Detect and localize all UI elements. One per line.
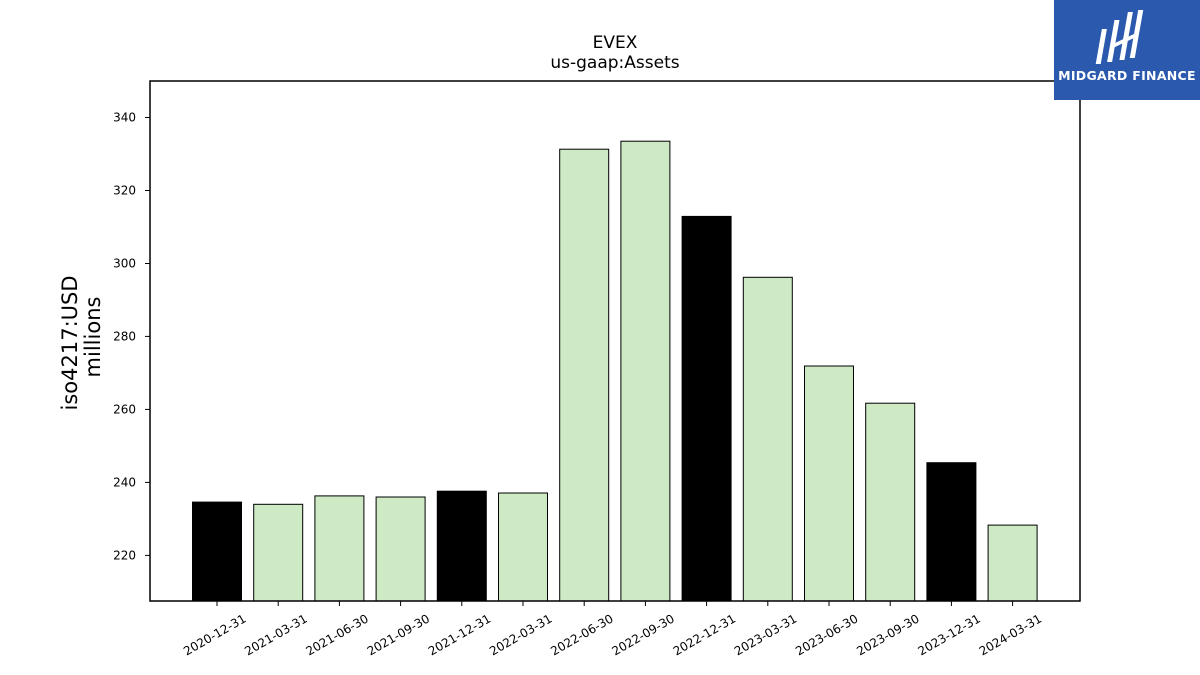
x-tick-label: 2023-09-30: [854, 611, 921, 658]
bar-2024-03-31: [987, 524, 1038, 602]
x-tick-label: 2023-03-31: [732, 611, 799, 658]
y-tick-label: 260: [113, 402, 136, 416]
y-tick-label: 320: [113, 184, 136, 198]
midgard-finance-logo: MIDGARD FINANCE: [1054, 0, 1200, 100]
y-axis-ticks: 220 240 260 280 300 320 340: [113, 111, 150, 562]
y-axis-label: iso4217:USD: [58, 275, 82, 410]
x-tick-label: 2023-12-31: [915, 611, 982, 658]
bar-2023-06-30: [804, 365, 854, 602]
bar-2023-09-30: [865, 402, 916, 602]
chart-title: EVEX: [593, 33, 638, 53]
midgard-logo-icon: [1095, 10, 1144, 64]
bar-2022-12-31: [681, 215, 732, 602]
bar-2020-12-31: [192, 501, 242, 602]
y-tick-label: 220: [113, 548, 136, 562]
bars-group: [192, 140, 1038, 602]
x-tick-label: 2022-03-31: [487, 611, 554, 658]
x-tick-label: 2020-12-31: [181, 611, 248, 658]
y-tick-label: 300: [113, 257, 136, 271]
x-tick-label: 2024-03-31: [977, 611, 1044, 658]
chart-subtitle: us-gaap:Assets: [550, 53, 679, 73]
y-tick-label: 340: [113, 111, 136, 125]
y-tick-label: 240: [113, 475, 136, 489]
x-axis-ticks: 2020-12-312021-03-312021-06-302021-09-30…: [181, 601, 1044, 658]
bar-2023-03-31: [742, 276, 793, 602]
x-tick-label: 2021-12-31: [426, 611, 493, 658]
logo-text: MIDGARD FINANCE: [1058, 68, 1196, 83]
bar-2021-12-31: [436, 490, 487, 602]
x-tick-label: 2021-06-30: [303, 611, 370, 658]
x-tick-label: 2023-06-30: [793, 611, 860, 658]
y-tick-label: 280: [113, 329, 136, 343]
bar-2022-09-30: [620, 140, 671, 602]
plot-frame: [149, 80, 1081, 602]
bar-2023-12-31: [926, 462, 977, 602]
x-tick-label: 2022-09-30: [609, 611, 676, 658]
bar-2021-06-30: [314, 495, 365, 602]
bar-2022-03-31: [498, 492, 548, 602]
bar-2022-06-30: [559, 148, 610, 602]
x-tick-label: 2021-03-31: [242, 611, 309, 658]
bar-2021-03-31: [253, 503, 304, 602]
x-tick-label: 2021-09-30: [365, 611, 432, 658]
bar-2021-09-30: [375, 496, 426, 602]
x-tick-label: 2022-06-30: [548, 611, 615, 658]
y-axis-unit-label: millions: [81, 297, 105, 378]
x-tick-label: 2022-12-31: [671, 611, 738, 658]
